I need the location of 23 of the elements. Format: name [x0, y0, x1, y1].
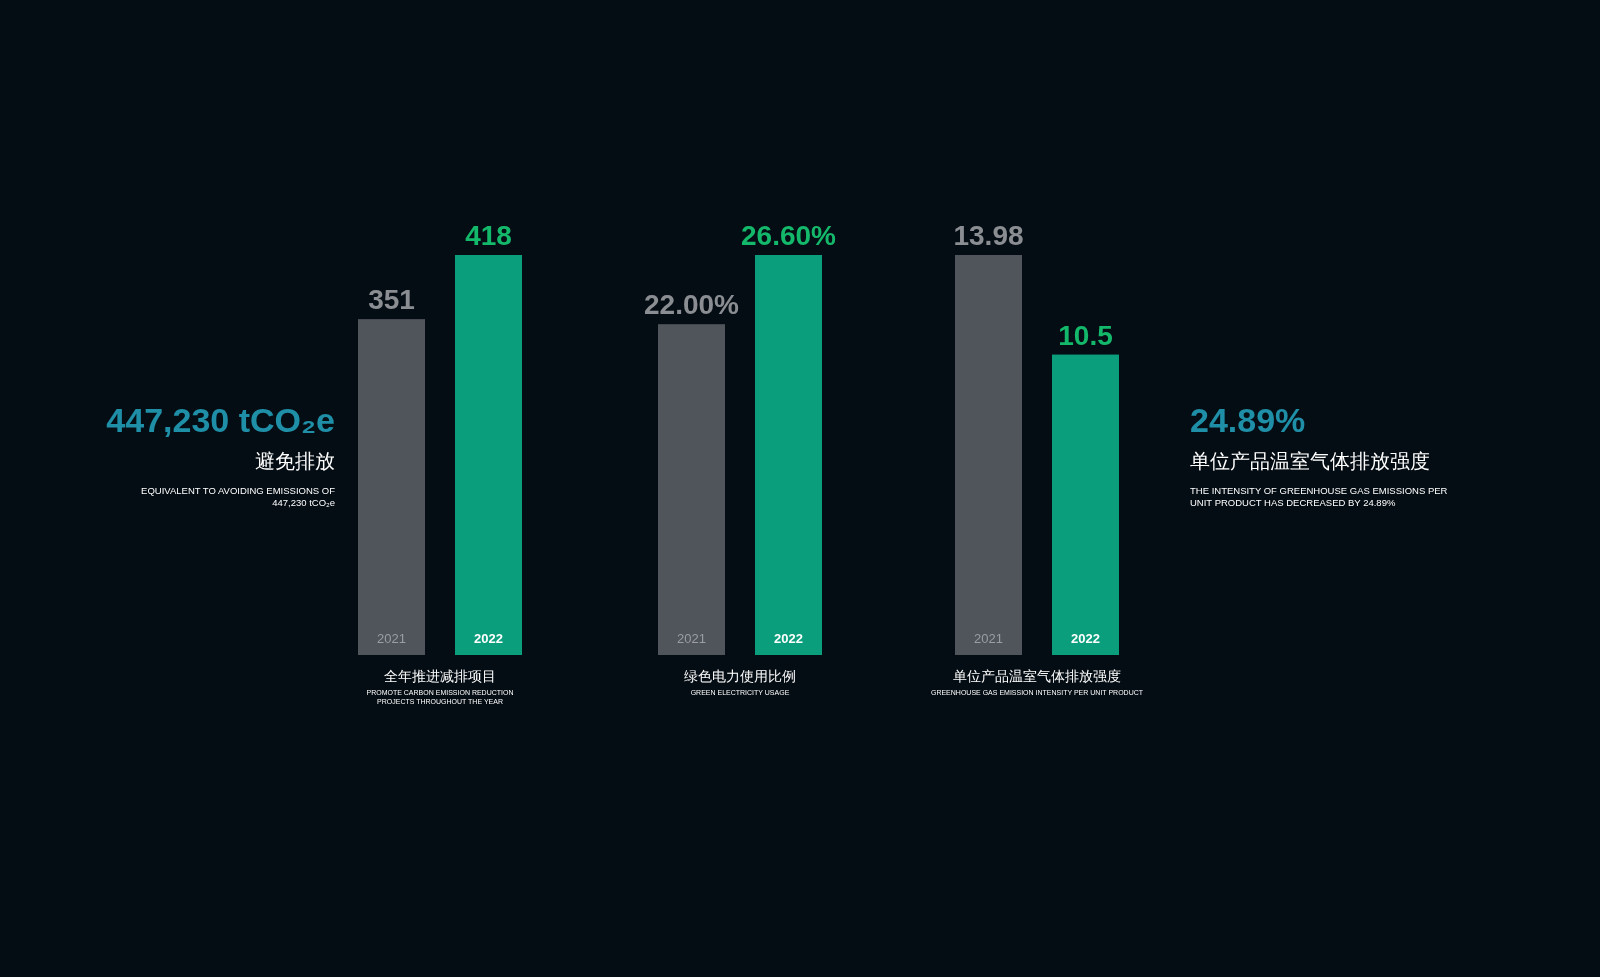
text: 避免排放 — [255, 450, 335, 472]
text: 24.89% — [1190, 401, 1306, 439]
x-axis-title: 单位产品温室气体排放强度 — [953, 668, 1121, 684]
text: 447,230 tCO₂e — [272, 497, 335, 508]
text: 447,230 tCO₂e — [106, 401, 335, 439]
data-label: 22.00% — [644, 289, 740, 321]
data-label: 26.60% — [741, 220, 837, 251]
x-axis-title: 绿色电力使用比例 — [684, 668, 796, 684]
text: UNIT PRODUCT HAS DECREASED BY 24.89% — [1190, 497, 1396, 508]
x-tick-label: 2021 — [677, 631, 706, 646]
data-label: 351 — [368, 284, 415, 316]
x-tick-label: 2021 — [974, 631, 1003, 646]
x-tick-label: 2022 — [1071, 631, 1100, 646]
text: EQUIVALENT TO AVOIDING EMISSIONS OF — [141, 485, 336, 496]
x-tick-label: 2022 — [474, 631, 503, 646]
data-label: 10.5 — [1058, 319, 1113, 351]
x-tick-label: 2021 — [377, 631, 406, 646]
data-label: 13.98 — [953, 220, 1024, 251]
x-axis-title: 全年推进减排项目 — [384, 668, 496, 684]
data-label: 418 — [465, 220, 512, 251]
text: 单位产品温室气体排放强度 — [1190, 450, 1430, 472]
text: THE INTENSITY OF GREENHOUSE GAS EMISSIONS PER — [1190, 485, 1448, 496]
x-tick-label: 2022 — [774, 631, 803, 646]
